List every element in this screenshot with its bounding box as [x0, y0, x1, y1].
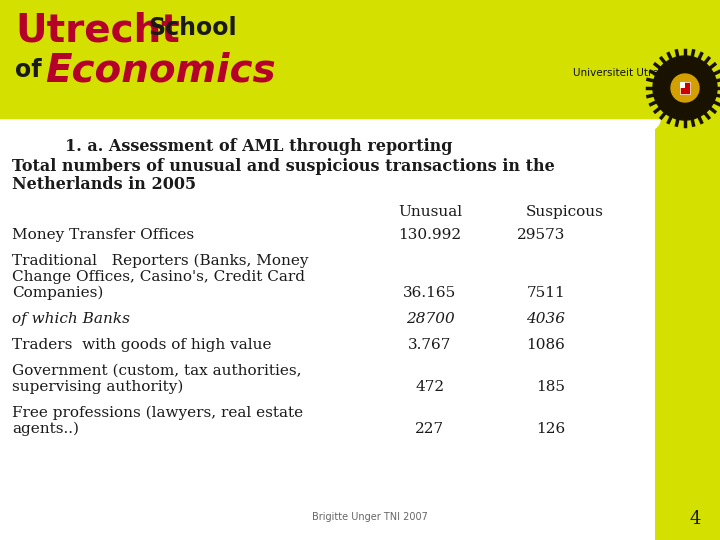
Text: 28700: 28700	[405, 312, 454, 326]
Circle shape	[671, 74, 699, 102]
Text: supervising authority): supervising authority)	[12, 380, 184, 394]
Text: of: of	[15, 58, 42, 82]
Text: Change Offices, Casino's, Credit Card: Change Offices, Casino's, Credit Card	[12, 270, 305, 284]
Text: Companies): Companies)	[12, 286, 104, 300]
Bar	[655, 0, 720, 540]
Bar	[680, 82, 685, 88]
Text: agents..): agents..)	[12, 422, 79, 436]
Text: of which Banks: of which Banks	[12, 312, 130, 326]
Text: Netherlands in 2005: Netherlands in 2005	[12, 176, 196, 193]
Circle shape	[653, 56, 717, 120]
Text: Traders  with goods of high value: Traders with goods of high value	[12, 338, 271, 352]
Text: 227: 227	[415, 422, 444, 436]
Text: 36.165: 36.165	[403, 286, 456, 300]
Text: School: School	[148, 16, 237, 40]
Text: Universiteit Utrecht: Universiteit Utrecht	[573, 68, 675, 78]
Text: Brigitte Unger TNI 2007: Brigitte Unger TNI 2007	[312, 512, 428, 522]
Text: 29573: 29573	[517, 228, 565, 242]
Text: Traditional   Reporters (Banks, Money: Traditional Reporters (Banks, Money	[12, 254, 308, 268]
Text: 4036: 4036	[526, 312, 565, 326]
Text: Utrecht: Utrecht	[15, 12, 180, 50]
Text: 472: 472	[415, 380, 444, 394]
Text: Free professions (lawyers, real estate: Free professions (lawyers, real estate	[12, 406, 303, 421]
Text: Economics: Economics	[45, 52, 276, 90]
Text: Total numbers of unusual and suspicious transactions in the: Total numbers of unusual and suspicious …	[12, 158, 554, 175]
Bar	[680, 82, 690, 94]
Text: 1086: 1086	[526, 338, 565, 352]
Text: Government (custom, tax authorities,: Government (custom, tax authorities,	[12, 364, 302, 378]
Text: Suspicous: Suspicous	[526, 205, 604, 219]
Text: 3.767: 3.767	[408, 338, 451, 352]
Text: 130.992: 130.992	[398, 228, 462, 242]
Bar	[0, 0, 720, 120]
Text: Unusual: Unusual	[398, 205, 462, 219]
Text: 1. a. Assessment of AML through reporting: 1. a. Assessment of AML through reportin…	[65, 138, 452, 155]
Text: 126: 126	[536, 422, 565, 436]
Text: 185: 185	[536, 380, 565, 394]
Polygon shape	[0, 120, 660, 170]
Text: 4: 4	[689, 510, 701, 528]
Text: Money Transfer Offices: Money Transfer Offices	[12, 228, 194, 242]
Text: 7511: 7511	[526, 286, 565, 300]
